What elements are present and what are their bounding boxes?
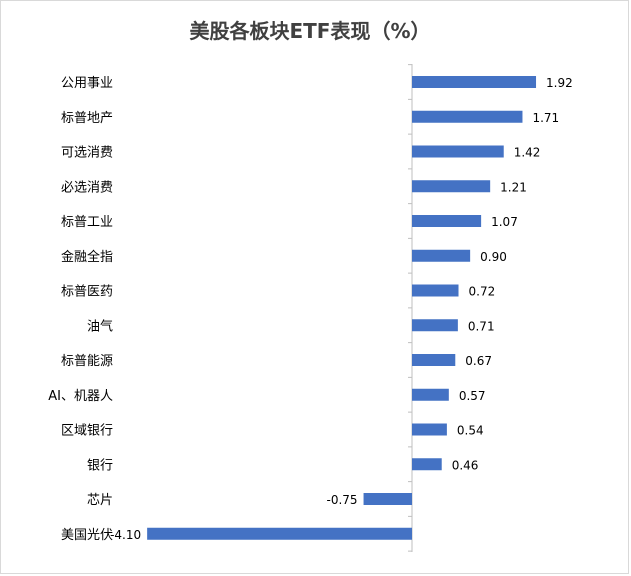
- value-label: 1.21: [500, 180, 527, 194]
- bar: [412, 145, 504, 158]
- bar: [412, 388, 449, 401]
- category-label: 标普地产: [61, 111, 113, 126]
- value-label: 0.57: [459, 389, 486, 403]
- bar: [412, 458, 442, 471]
- category-label: 美国光伏: [61, 528, 113, 543]
- chart-title: 美股各板块ETF表现（%）: [189, 19, 430, 43]
- value-label: 1.92: [546, 76, 573, 90]
- category-label: 公用事业: [61, 76, 113, 91]
- bar: [412, 423, 447, 436]
- bar: [147, 527, 412, 540]
- bar: [412, 354, 456, 366]
- bar: [412, 249, 471, 262]
- value-label: 1.71: [532, 111, 559, 125]
- bar: [412, 110, 523, 123]
- category-label: 标普工业: [61, 215, 113, 230]
- bar: [412, 319, 458, 332]
- bar: [412, 215, 482, 227]
- category-label: 标普医药: [61, 285, 113, 300]
- value-label: 0.90: [480, 250, 507, 264]
- category-label: 可选消费: [61, 146, 113, 161]
- category-label: 区域银行: [61, 424, 113, 439]
- value-label: 0.67: [465, 354, 492, 368]
- bar: [363, 493, 412, 505]
- category-label: 金融全指: [61, 249, 113, 265]
- value-label: 0.71: [468, 319, 495, 333]
- category-label: 油气: [87, 318, 113, 334]
- value-label: -0.75: [326, 493, 357, 507]
- category-label: 标普能源: [61, 354, 113, 369]
- category-label: 银行: [87, 458, 113, 473]
- bars-group: [147, 76, 537, 540]
- value-label: 1.07: [491, 215, 518, 229]
- bar: [412, 284, 459, 297]
- value-label: 0.54: [457, 424, 484, 438]
- category-label: 必选消费: [61, 180, 113, 195]
- bar: [412, 180, 491, 193]
- axis-group: [408, 64, 413, 552]
- value-label: 1.42: [514, 146, 541, 160]
- category-label: AI、机器人: [48, 389, 113, 404]
- value-label: 0.72: [469, 285, 496, 299]
- category-label: 芯片: [87, 493, 113, 508]
- value-labels: 1.92 1.71 1.42 1.21 1.07 0.90 0.72 0.71 0.67 0.57…: [110, 76, 573, 542]
- value-label: 0.46: [452, 458, 479, 472]
- value-label: -4.10: [110, 528, 141, 542]
- bar: [412, 76, 537, 88]
